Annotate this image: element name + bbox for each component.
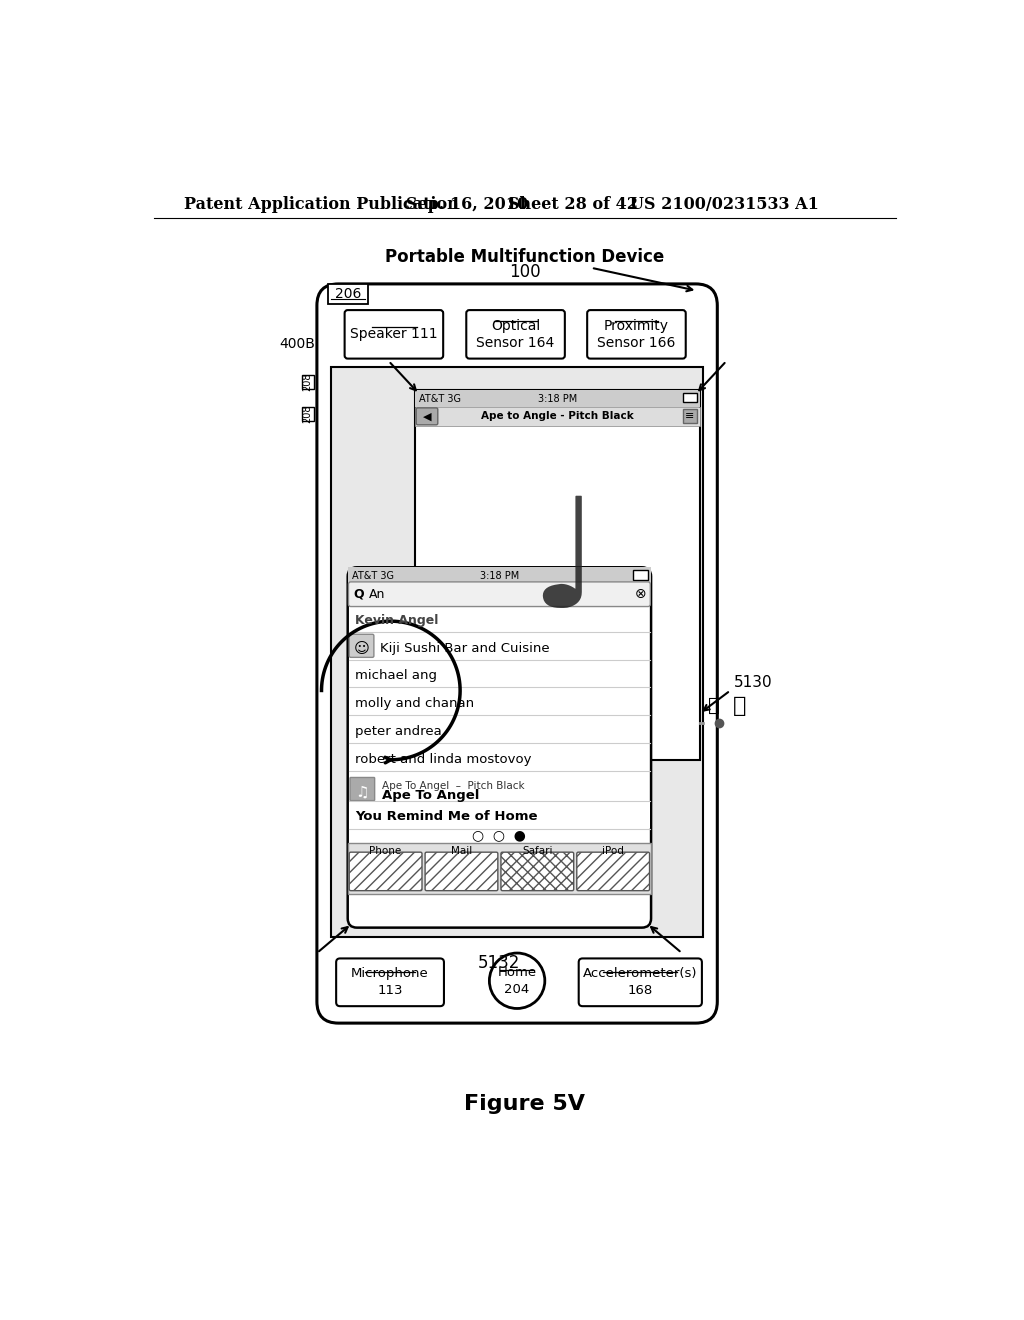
Text: 3:18 PM: 3:18 PM: [538, 393, 578, 404]
Text: AT&T 3G: AT&T 3G: [351, 570, 393, 581]
FancyBboxPatch shape: [416, 407, 699, 425]
Text: Safari: Safari: [522, 846, 553, 855]
FancyBboxPatch shape: [301, 375, 313, 388]
Text: ◀: ◀: [423, 412, 431, 421]
Text: ⏸: ⏸: [708, 697, 719, 715]
FancyBboxPatch shape: [683, 393, 696, 403]
Text: 208: 208: [303, 405, 312, 424]
FancyBboxPatch shape: [345, 310, 443, 359]
Text: 206: 206: [335, 286, 360, 301]
Text: ⏭: ⏭: [733, 696, 746, 715]
Text: ⊗: ⊗: [635, 587, 646, 601]
Text: robert and linda mostovoy: robert and linda mostovoy: [355, 752, 531, 766]
Text: Proximity
Sensor 166: Proximity Sensor 166: [597, 318, 676, 350]
FancyBboxPatch shape: [577, 853, 649, 891]
Text: molly and chanan: molly and chanan: [355, 697, 474, 710]
Text: Microphone
113: Microphone 113: [351, 968, 429, 998]
Text: Accelerometer(s)
168: Accelerometer(s) 168: [583, 968, 697, 998]
FancyBboxPatch shape: [331, 367, 703, 937]
Text: ♫: ♫: [355, 784, 369, 800]
Text: ≡: ≡: [685, 412, 694, 421]
Text: Portable Multifunction Device: Portable Multifunction Device: [385, 248, 665, 265]
Text: 3:18 PM: 3:18 PM: [480, 570, 519, 581]
Text: 400B: 400B: [279, 337, 314, 351]
Text: ○  ○  ●: ○ ○ ●: [472, 828, 526, 842]
FancyBboxPatch shape: [316, 284, 717, 1023]
Text: iPod: iPod: [602, 846, 624, 855]
FancyBboxPatch shape: [348, 843, 651, 894]
FancyBboxPatch shape: [579, 958, 701, 1006]
Text: Kevin Angel: Kevin Angel: [355, 614, 438, 627]
Text: Mail: Mail: [451, 846, 472, 855]
FancyBboxPatch shape: [466, 310, 565, 359]
Text: michael ang: michael ang: [355, 669, 437, 682]
FancyBboxPatch shape: [348, 568, 651, 928]
Text: ♩: ♩: [529, 490, 601, 639]
Text: Patent Application Publication: Patent Application Publication: [184, 197, 459, 213]
FancyBboxPatch shape: [348, 582, 650, 607]
Text: Optical
Sensor 164: Optical Sensor 164: [476, 318, 555, 350]
Text: Q: Q: [353, 587, 364, 601]
FancyBboxPatch shape: [350, 777, 375, 800]
FancyBboxPatch shape: [328, 284, 368, 304]
Text: Sep. 16, 2010: Sep. 16, 2010: [407, 197, 528, 213]
Text: Sheet 28 of 42: Sheet 28 of 42: [508, 197, 638, 213]
Text: Ape to Angle - Pitch Black: Ape to Angle - Pitch Black: [481, 412, 634, 421]
Text: Phone: Phone: [370, 846, 401, 855]
FancyBboxPatch shape: [301, 407, 313, 421]
Text: Speaker 111: Speaker 111: [350, 327, 437, 342]
Text: You Remind Me of Home: You Remind Me of Home: [355, 810, 538, 824]
FancyBboxPatch shape: [587, 310, 686, 359]
Text: Ape To Angel: Ape To Angel: [382, 788, 479, 801]
FancyBboxPatch shape: [683, 409, 696, 424]
Text: 100: 100: [509, 263, 541, 281]
Text: 5132: 5132: [478, 954, 520, 972]
Text: Figure 5V: Figure 5V: [464, 1094, 586, 1114]
Text: An: An: [370, 587, 386, 601]
FancyBboxPatch shape: [416, 391, 699, 760]
Text: US 2100/0231533 A1: US 2100/0231533 A1: [630, 197, 818, 213]
Circle shape: [489, 953, 545, 1008]
Text: Kiji Sushi Bar and Cuisine: Kiji Sushi Bar and Cuisine: [380, 642, 550, 655]
Text: Ape To Angel  –  Pitch Black: Ape To Angel – Pitch Black: [382, 781, 524, 791]
FancyBboxPatch shape: [348, 568, 651, 585]
FancyBboxPatch shape: [416, 391, 699, 407]
FancyBboxPatch shape: [633, 570, 648, 579]
FancyBboxPatch shape: [416, 408, 438, 425]
Text: peter andrea: peter andrea: [355, 725, 442, 738]
Text: AT&T 3G: AT&T 3G: [419, 393, 461, 404]
FancyBboxPatch shape: [501, 853, 573, 891]
FancyBboxPatch shape: [349, 635, 374, 657]
Text: 5130: 5130: [734, 676, 773, 690]
FancyBboxPatch shape: [349, 853, 422, 891]
FancyBboxPatch shape: [336, 958, 444, 1006]
Text: Home
204: Home 204: [498, 966, 537, 995]
Text: ☺: ☺: [353, 640, 370, 656]
FancyBboxPatch shape: [425, 853, 498, 891]
Text: 208: 208: [303, 372, 312, 391]
FancyBboxPatch shape: [349, 801, 649, 828]
